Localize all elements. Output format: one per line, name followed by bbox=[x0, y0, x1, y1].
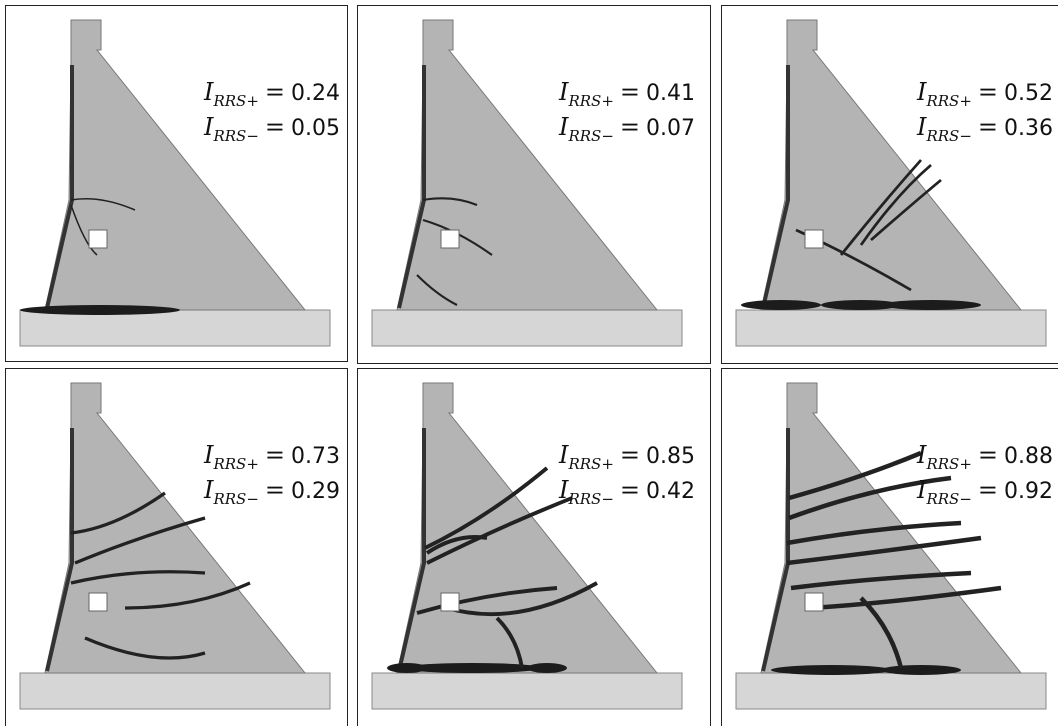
subscript: RRS− bbox=[212, 490, 258, 508]
damage-zone bbox=[527, 663, 567, 673]
foundation bbox=[20, 310, 330, 346]
symbol: I bbox=[558, 113, 569, 141]
gallery bbox=[89, 593, 107, 611]
gallery bbox=[441, 593, 459, 611]
index-value: 0.88 bbox=[1004, 444, 1053, 469]
gallery bbox=[441, 230, 459, 248]
index-value: 0.42 bbox=[646, 479, 695, 504]
subscript: RRS− bbox=[567, 490, 613, 508]
subscript: RRS− bbox=[925, 127, 971, 145]
equals: = bbox=[978, 113, 998, 141]
index-value: 0.24 bbox=[291, 81, 340, 106]
subscript: RRS− bbox=[925, 490, 971, 508]
index-value: 0.52 bbox=[1004, 81, 1053, 106]
damage-zone bbox=[771, 665, 891, 675]
subscript: RRS+ bbox=[212, 455, 258, 473]
foundation bbox=[372, 673, 682, 709]
index-value: 0.85 bbox=[646, 444, 695, 469]
equals: = bbox=[978, 78, 998, 106]
symbol: I bbox=[916, 113, 927, 141]
symbol: I bbox=[203, 476, 214, 504]
equals: = bbox=[620, 78, 640, 106]
index-value: 0.73 bbox=[291, 444, 340, 469]
foundation bbox=[736, 673, 1046, 709]
symbol: I bbox=[916, 78, 927, 106]
equals: = bbox=[620, 476, 640, 504]
subscript: RRS− bbox=[567, 127, 613, 145]
equals: = bbox=[265, 476, 285, 504]
equals: = bbox=[265, 78, 285, 106]
index-value: 0.92 bbox=[1004, 479, 1053, 504]
symbol: I bbox=[203, 78, 214, 106]
damage-zone bbox=[881, 665, 961, 675]
subscript: RRS+ bbox=[567, 455, 613, 473]
equals: = bbox=[620, 113, 640, 141]
equals: = bbox=[978, 441, 998, 469]
figure: IRRS+=0.24IRRS−=0.05IRRS+=0.41IRRS−=0.07… bbox=[0, 0, 1058, 726]
foundation bbox=[20, 673, 330, 709]
equals: = bbox=[265, 441, 285, 469]
symbol: I bbox=[916, 476, 927, 504]
symbol: I bbox=[916, 441, 927, 469]
subscript: RRS+ bbox=[925, 455, 971, 473]
symbol: I bbox=[203, 441, 214, 469]
subscript: RRS+ bbox=[925, 92, 971, 110]
damage-zone bbox=[881, 300, 981, 310]
equals: = bbox=[265, 113, 285, 141]
subscript: RRS+ bbox=[567, 92, 613, 110]
index-value: 0.29 bbox=[291, 479, 340, 504]
equals: = bbox=[978, 476, 998, 504]
symbol: I bbox=[203, 113, 214, 141]
gallery bbox=[805, 230, 823, 248]
gallery bbox=[89, 230, 107, 248]
symbol: I bbox=[558, 78, 569, 106]
damage-zone bbox=[20, 305, 180, 315]
gallery bbox=[805, 593, 823, 611]
page: {"symbol": "I", "subscript_plus": "RRS+"… bbox=[0, 0, 1058, 726]
index-value: 0.36 bbox=[1004, 116, 1053, 141]
equals: = bbox=[620, 441, 640, 469]
symbol: I bbox=[558, 476, 569, 504]
subscript: RRS+ bbox=[212, 92, 258, 110]
symbol: I bbox=[558, 441, 569, 469]
index-value: 0.05 bbox=[291, 116, 340, 141]
panel: IRRS+=0.24IRRS−=0.05 bbox=[6, 6, 348, 362]
subscript: RRS− bbox=[212, 127, 258, 145]
foundation bbox=[372, 310, 682, 346]
damage-zone bbox=[741, 300, 821, 310]
index-value: 0.07 bbox=[646, 116, 695, 141]
foundation bbox=[736, 310, 1046, 346]
index-value: 0.41 bbox=[646, 81, 695, 106]
